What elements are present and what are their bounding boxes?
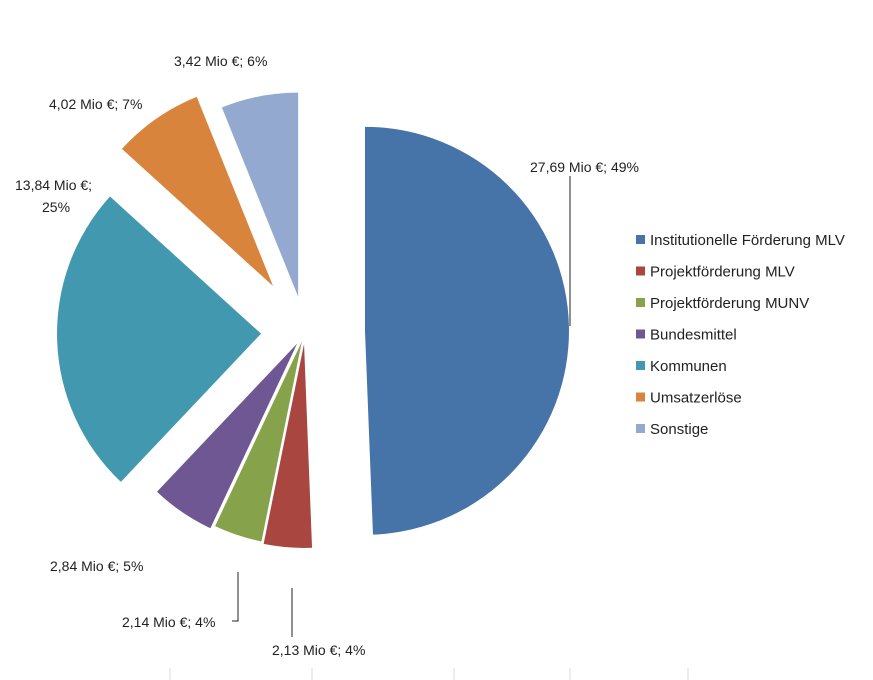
legend-label-5: Umsatzerlöse	[650, 390, 742, 407]
data-label-kommunen-line1: 13,84 Mio €;	[15, 177, 92, 193]
pie-slice-6	[221, 92, 299, 297]
legend: Institutionelle Förderung MLV Projektförd…	[636, 232, 845, 438]
leader-lines	[232, 176, 571, 637]
legend-label-4: Kommunen	[650, 358, 727, 375]
data-label-bundesmittel: 2,84 Mio €; 5%	[50, 558, 143, 574]
data-label-institutionelle: 27,69 Mio €; 49%	[530, 159, 639, 175]
pie-slice-4	[57, 196, 262, 482]
legend-swatch-0	[636, 235, 645, 244]
pie-slices	[57, 92, 569, 548]
legend-label-6: Sonstige	[650, 421, 708, 438]
legend-label-1: Projektförderung MLV	[650, 264, 795, 281]
data-label-projekt-munv: 2,14 Mio €; 4%	[122, 614, 215, 630]
data-label-umsatzerloese: 4,02 Mio €; 7%	[49, 96, 142, 112]
legend-swatch-5	[636, 392, 645, 402]
legend-swatch-1	[636, 266, 645, 276]
leader-line-projekt-munv	[232, 572, 239, 622]
pie-slice-2	[215, 341, 302, 542]
data-labels: 27,69 Mio €; 49% 2,13 Mio €; 4% 2,14 Mio…	[15, 53, 639, 658]
data-label-projekt-mlv: 2,13 Mio €; 4%	[272, 642, 365, 658]
legend-label-3: Bundesmittel	[650, 327, 737, 344]
legend-label-2: Projektförderung MUNV	[650, 295, 809, 312]
data-label-kommunen-line2: 25%	[42, 199, 70, 215]
legend-label-0: Institutionelle Förderung MLV	[650, 232, 845, 249]
pie-slice-1	[263, 343, 313, 548]
pie-slice-0	[364, 126, 569, 535]
legend-swatch-3	[636, 329, 645, 339]
data-label-sonstige: 3,42 Mio €; 6%	[174, 53, 267, 69]
legend-swatch-4	[636, 361, 645, 370]
pie-slice-3	[156, 343, 298, 529]
legend-swatch-6	[636, 424, 645, 433]
bottom-gridline-ticks	[169, 668, 689, 680]
legend-swatch-2	[636, 298, 645, 307]
pie-slice-5	[121, 96, 273, 287]
